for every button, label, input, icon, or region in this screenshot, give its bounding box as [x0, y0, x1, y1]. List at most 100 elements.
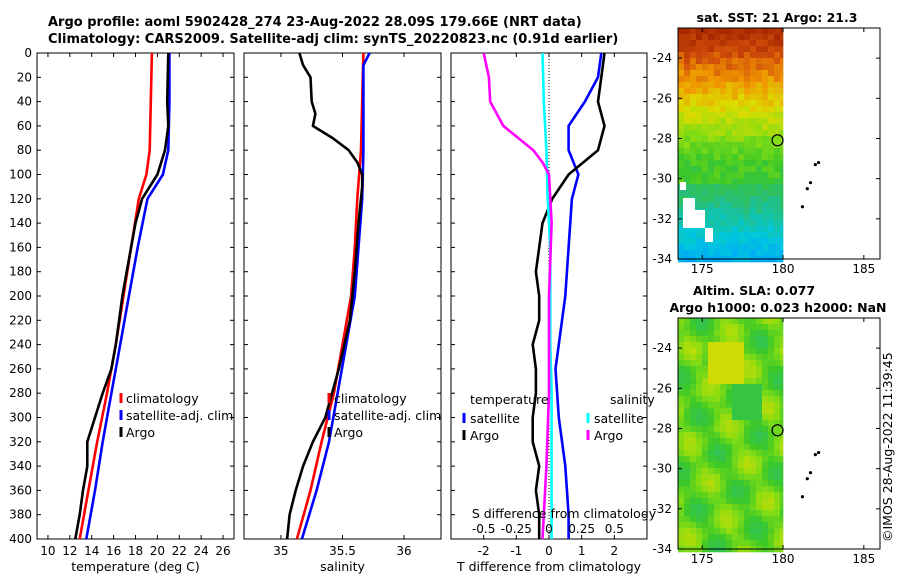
map-cell — [762, 58, 769, 65]
map-cell — [774, 232, 781, 239]
map-cell — [768, 88, 775, 95]
map-cell — [714, 540, 721, 547]
map-cell — [750, 528, 757, 535]
map-cell — [756, 34, 763, 41]
map-cell — [720, 220, 727, 227]
map-cell — [756, 492, 763, 499]
map-cell — [774, 76, 781, 83]
map-cell — [678, 510, 685, 517]
map-cell — [756, 70, 763, 77]
map-cell — [726, 94, 733, 101]
x-tick-label: 2 — [611, 544, 619, 558]
map-cell — [762, 124, 769, 131]
map-cell — [684, 510, 691, 517]
map-cell — [690, 498, 697, 505]
map-cell — [762, 82, 769, 89]
map-cell — [762, 184, 769, 191]
map-cell — [708, 88, 715, 95]
y-tick-label: 100 — [9, 168, 32, 182]
legend-label: satellite — [470, 411, 520, 426]
map-cell — [702, 384, 709, 391]
map-cell — [738, 336, 745, 343]
map-cell — [762, 330, 769, 337]
map-cell — [744, 112, 751, 119]
map-cell — [696, 94, 703, 101]
map-cell — [762, 516, 769, 523]
map-cell — [726, 378, 733, 385]
map-cell — [702, 130, 709, 137]
map-cell — [750, 232, 757, 239]
map-cell — [732, 426, 739, 433]
map-cell — [714, 432, 721, 439]
map-cell — [762, 498, 769, 505]
map-cell — [768, 372, 775, 379]
map-cell — [726, 414, 733, 421]
map-cell — [684, 142, 691, 149]
map-cell — [714, 396, 721, 403]
map-cell — [750, 250, 757, 257]
map-cell — [774, 82, 781, 89]
map-cell — [678, 82, 685, 89]
map-cell — [726, 360, 733, 367]
map-cell — [780, 420, 784, 427]
map-cell — [720, 238, 727, 245]
map-cell — [726, 226, 733, 233]
map-cell — [702, 468, 709, 475]
map-cell — [756, 178, 763, 185]
map-cell — [702, 88, 709, 95]
map-cell — [702, 522, 709, 529]
map-cell — [750, 154, 757, 161]
map-cell — [720, 456, 727, 463]
map-cell — [708, 486, 715, 493]
map-cell — [774, 208, 781, 215]
map-cell — [774, 124, 781, 131]
map-cell — [720, 492, 727, 499]
map-cell — [702, 52, 709, 59]
map-cell — [726, 450, 733, 457]
map-cell — [762, 384, 769, 391]
map-cell — [780, 88, 784, 95]
map-cell — [726, 468, 733, 475]
map-cell — [702, 408, 709, 415]
map-cell — [750, 504, 757, 511]
map-cell — [756, 336, 763, 343]
map-cell — [696, 100, 703, 107]
map-cell — [720, 336, 727, 343]
map-cell — [732, 196, 739, 203]
map-cell — [690, 384, 697, 391]
map-cell — [738, 360, 745, 367]
map-cell — [690, 136, 697, 143]
map-cell — [780, 492, 784, 499]
map-cell — [768, 184, 775, 191]
secondary-tick-label: -0.25 — [501, 522, 532, 536]
float-position-marker — [771, 424, 784, 437]
map-cell — [684, 528, 691, 535]
map-cell — [678, 244, 685, 251]
map-cell — [684, 504, 691, 511]
legend-label: satellite — [594, 411, 644, 426]
map-cell — [684, 130, 691, 137]
map-cell — [714, 136, 721, 143]
map-cell — [744, 522, 751, 529]
map-cell — [696, 486, 703, 493]
map-cell — [702, 220, 709, 227]
map-cell — [774, 330, 781, 337]
map-cell — [714, 486, 721, 493]
y-tick-label: -34 — [652, 252, 672, 266]
map-cell — [708, 420, 715, 427]
map-cell — [726, 534, 733, 541]
map-cell — [774, 250, 781, 257]
map-cell — [744, 88, 751, 95]
legend-label: climatology — [126, 391, 199, 406]
map-cell — [756, 76, 763, 83]
map-cell — [690, 378, 697, 385]
map-cell — [780, 408, 784, 415]
map-cell — [690, 330, 697, 337]
map-cell — [768, 438, 775, 445]
map-cell — [762, 522, 769, 529]
map-cell — [702, 202, 709, 209]
map-cell — [690, 70, 697, 77]
map-cell — [720, 348, 727, 355]
map-cell — [762, 504, 769, 511]
map-cell — [750, 354, 757, 361]
